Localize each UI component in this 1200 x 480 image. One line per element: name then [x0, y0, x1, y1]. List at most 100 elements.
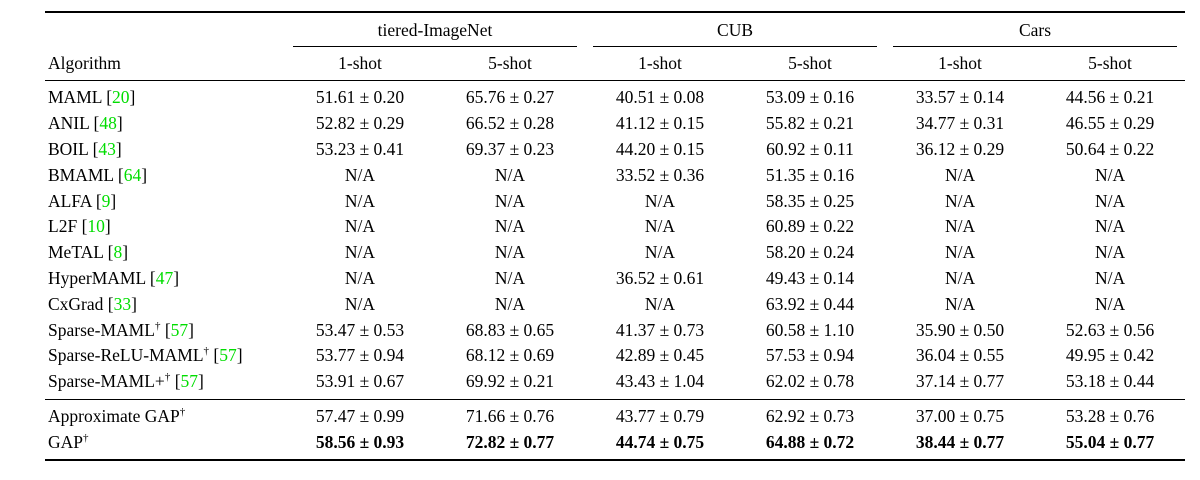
algorithm-cell: CxGrad [33]: [48, 293, 137, 314]
table-body-summary: Approximate GAP† 57.47 ± 0.99 71.66 ± 0.76…: [45, 399, 1186, 460]
value-cell: 36.04 ± 0.55: [915, 345, 1005, 366]
value-cell: 49.43 ± 0.14: [765, 267, 855, 288]
value-cell: 52.63 ± 0.56: [1065, 319, 1155, 340]
value-cell: 35.90 ± 0.50: [915, 319, 1005, 340]
group-header-row: tiered-ImageNet CUB Cars: [45, 12, 1185, 47]
value-cell: 58.56 ± 0.93: [315, 431, 405, 452]
algorithm-cell: HyperMAML [47]: [48, 267, 180, 288]
algorithm-cell: Sparse-MAML+† [57]: [48, 371, 204, 392]
value-cell: N/A: [494, 216, 526, 237]
value-cell: N/A: [494, 242, 526, 263]
value-cell: N/A: [494, 267, 526, 288]
paper-results-table-section: tiered-ImageNet CUB Cars Algorithm 1-sho…: [45, 11, 1186, 462]
value-cell: N/A: [1094, 216, 1126, 237]
value-cell: 44.20 ± 0.15: [615, 138, 705, 159]
value-cell: 62.02 ± 0.78: [765, 371, 855, 392]
value-cell: 60.89 ± 0.22: [765, 216, 855, 237]
value-cell: 51.35 ± 0.16: [765, 164, 855, 185]
algorithm-cell: ALFA [9]: [48, 190, 117, 211]
table-row: ANIL [48] 52.82 ± 0.29 66.52 ± 0.28 41.12 ±…: [45, 111, 1185, 137]
value-cell: N/A: [644, 216, 676, 237]
algorithm-cell: BMAML [64]: [48, 164, 148, 185]
value-cell: N/A: [944, 293, 976, 314]
value-cell: 58.35 ± 0.25: [765, 190, 855, 211]
table-header: tiered-ImageNet CUB Cars Algorithm 1-sho…: [45, 12, 1186, 81]
value-cell: 66.52 ± 0.28: [465, 113, 555, 134]
subheader-cars-5shot: 5-shot: [1088, 53, 1132, 73]
dagger-superscript: †: [203, 345, 210, 358]
group-header-tiered-imagenet: tiered-ImageNet: [285, 12, 585, 47]
citation-link[interactable]: 10: [87, 216, 105, 237]
value-cell: 53.91 ± 0.67: [315, 371, 405, 392]
citation-link[interactable]: 64: [123, 164, 142, 185]
value-cell: N/A: [644, 293, 676, 314]
value-cell: 34.77 ± 0.31: [915, 113, 1005, 134]
algorithm-cell: Approximate GAP†: [48, 405, 186, 426]
algorithm-cell: ANIL [48]: [48, 113, 123, 134]
value-cell: 55.82 ± 0.21: [765, 113, 855, 134]
value-cell: 44.56 ± 0.21: [1065, 87, 1155, 108]
table-row: CxGrad [33] N/A N/A N/A 63.92 ± 0.44 N/A N/A: [45, 291, 1185, 317]
table-row: BOIL [43] 53.23 ± 0.41 69.37 ± 0.23 44.20 ±…: [45, 137, 1185, 163]
value-cell: N/A: [1094, 267, 1126, 288]
table-body-main: MAML [20] 51.61 ± 0.20 65.76 ± 0.27 40.51 ±…: [45, 81, 1185, 400]
citation-link[interactable]: 48: [99, 113, 117, 134]
table-row: Sparse-ReLU-MAML† [57] 53.77 ± 0.94 68.12 …: [45, 343, 1185, 369]
citation-link[interactable]: 20: [112, 87, 130, 108]
value-cell: 51.61 ± 0.20: [315, 87, 405, 108]
table-row: Approximate GAP† 57.47 ± 0.99 71.66 ± 0.76…: [45, 399, 1185, 429]
subheader-cub-1shot: 1-shot: [638, 53, 682, 73]
value-cell: 55.04 ± 0.77: [1065, 431, 1155, 452]
value-cell: 40.51 ± 0.08: [615, 87, 705, 108]
value-cell: 36.52 ± 0.61: [615, 267, 705, 288]
algorithm-cell: MAML [20]: [48, 87, 136, 108]
value-cell: N/A: [944, 164, 976, 185]
subheader-cars-1shot: 1-shot: [938, 53, 982, 73]
citation-link[interactable]: 33: [113, 293, 132, 314]
value-cell: 42.89 ± 0.45: [615, 345, 705, 366]
value-cell: 44.74 ± 0.75: [615, 431, 705, 452]
value-cell: N/A: [644, 190, 676, 211]
subheader-cub-5shot: 5-shot: [788, 53, 832, 73]
value-cell: N/A: [344, 293, 376, 314]
value-cell: N/A: [344, 164, 376, 185]
citation-link[interactable]: 9: [101, 190, 111, 211]
value-cell: 43.43 ± 1.04: [615, 371, 705, 392]
table-row: Sparse-MAML+† [57] 53.91 ± 0.67 69.92 ± 0.…: [45, 369, 1185, 399]
subheader-tiered-5shot: 5-shot: [488, 53, 532, 73]
table-row: Sparse-MAML† [57] 53.47 ± 0.53 68.83 ± 0.6…: [45, 317, 1185, 343]
value-cell: 53.09 ± 0.16: [765, 87, 855, 108]
algorithm-cell: Sparse-ReLU-MAML† [57]: [48, 345, 243, 366]
value-cell: 63.92 ± 0.44: [765, 293, 855, 314]
value-cell: 57.47 ± 0.99: [315, 405, 405, 426]
value-cell: 60.92 ± 0.11: [766, 138, 854, 159]
algorithm-cell: BOIL [43]: [48, 138, 122, 159]
citation-link[interactable]: 57: [170, 319, 189, 340]
value-cell: N/A: [1094, 242, 1126, 263]
value-cell: 68.83 ± 0.65: [465, 319, 555, 340]
citation-link[interactable]: 57: [219, 345, 237, 366]
algorithm-column-header: Algorithm: [48, 53, 121, 73]
value-cell: 41.12 ± 0.15: [615, 113, 705, 134]
citation-link[interactable]: 43: [98, 138, 116, 159]
value-cell: N/A: [944, 267, 976, 288]
citation-link[interactable]: 8: [113, 242, 123, 263]
subheader-tiered-1shot: 1-shot: [338, 53, 382, 73]
group-header-cub: CUB: [585, 12, 885, 47]
value-cell: N/A: [944, 216, 976, 237]
citation-link[interactable]: 47: [155, 267, 174, 288]
value-cell: 53.18 ± 0.44: [1065, 371, 1155, 392]
value-cell: N/A: [344, 267, 376, 288]
benchmark-results-table: tiered-ImageNet CUB Cars Algorithm 1-sho…: [45, 11, 1186, 462]
algorithm-cell: MeTAL [8]: [48, 242, 129, 263]
value-cell: N/A: [344, 216, 376, 237]
value-cell: 43.77 ± 0.79: [615, 405, 705, 426]
citation-link[interactable]: 57: [180, 371, 199, 392]
value-cell: 36.12 ± 0.29: [915, 138, 1005, 159]
group-header-cars: Cars: [885, 12, 1185, 47]
value-cell: N/A: [644, 242, 676, 263]
value-cell: 58.20 ± 0.24: [765, 242, 855, 263]
value-cell: N/A: [944, 242, 976, 263]
table-row: L2F [10] N/A N/A N/A 60.89 ± 0.22 N/A N/A: [45, 214, 1185, 240]
value-cell: 38.44 ± 0.77: [915, 431, 1005, 452]
